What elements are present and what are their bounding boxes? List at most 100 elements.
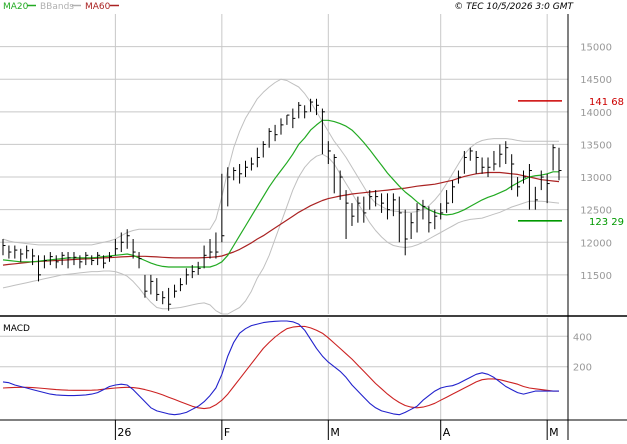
x-tick-label: M (330, 426, 340, 439)
ma60-line (2, 171, 560, 266)
price-tick-label: 15000 (580, 43, 612, 54)
price-bar (73, 252, 77, 266)
legend-ma20: MA20 (3, 2, 29, 12)
x-tick-label: 26 (117, 426, 131, 439)
legend-ma60: MA60 (85, 2, 111, 12)
price-bar (179, 278, 183, 292)
price-bar (132, 239, 136, 259)
macd-grid: 200 400 (0, 318, 592, 420)
price-bar (375, 190, 379, 207)
price-bar (49, 252, 53, 266)
price-bar (298, 102, 302, 119)
price-panel: 141 68 123 29 (2, 78, 624, 315)
price-tick-label: 12000 (580, 238, 612, 249)
support-level-label: 123 29 (589, 217, 624, 228)
price-bar (493, 150, 497, 171)
price-bar (386, 193, 390, 220)
price-bar (422, 199, 426, 220)
price-tick-label: 13000 (580, 173, 612, 184)
price-bar (14, 245, 18, 259)
macd-tick-label: 200 (573, 363, 592, 374)
price-bar (511, 154, 515, 191)
price-bar (215, 232, 219, 259)
price-bar (321, 108, 325, 155)
price-bar (114, 239, 118, 256)
price-bar (185, 268, 189, 285)
price-tick-label: 14000 (580, 108, 612, 119)
macd-signal-line (2, 325, 559, 410)
price-bar (79, 255, 83, 269)
price-bar (274, 124, 278, 142)
price-bar (469, 147, 473, 161)
price-bar (381, 193, 385, 213)
price-bar (85, 252, 89, 266)
price-bar (452, 180, 456, 204)
price-bar (43, 255, 47, 269)
price-bar (156, 278, 160, 301)
price-bar (339, 170, 343, 200)
price-bar (552, 144, 556, 171)
price-bar (534, 186, 538, 210)
price-bar (239, 164, 243, 184)
price-bar (203, 245, 207, 269)
price-bar (416, 203, 420, 233)
price-bar (144, 274, 148, 298)
bband-upper-line (2, 78, 559, 246)
price-bar (446, 190, 450, 213)
price-bar (410, 212, 414, 239)
price-bar (304, 105, 308, 119)
price-bar (268, 128, 272, 148)
price-bar (168, 287, 172, 311)
price-bar (528, 164, 532, 210)
price-bar (499, 144, 503, 168)
price-bar (2, 239, 6, 256)
price-bar (540, 170, 544, 191)
price-bar (55, 255, 59, 269)
price-bar (20, 248, 24, 262)
price-tick-label: 11500 (580, 271, 612, 282)
price-bar (150, 274, 154, 295)
price-bar (404, 209, 408, 256)
price-bar (227, 167, 231, 207)
price-bar (262, 141, 266, 158)
bband-lower-line (2, 153, 560, 315)
macd-panel: MACD (2, 320, 559, 416)
price-bar (434, 209, 438, 230)
price-bar (428, 206, 432, 233)
x-tick-label: A (443, 426, 451, 439)
price-bar (463, 150, 467, 174)
price-bar (315, 98, 319, 116)
price-bar (363, 196, 367, 223)
macd-line (2, 320, 559, 416)
price-tick-label: 14500 (580, 75, 612, 86)
price-bar (369, 190, 373, 210)
price-tick-label: 12500 (580, 206, 612, 217)
price-bar (8, 245, 12, 259)
price-bar (292, 108, 296, 129)
price-bar (162, 291, 166, 305)
price-tick-label: 13500 (580, 140, 612, 151)
price-bar (120, 232, 124, 253)
resistance-level-label: 141 68 (589, 97, 624, 108)
price-bar (233, 167, 237, 181)
macd-title: MACD (3, 324, 30, 334)
price-bar (221, 173, 225, 243)
price-bar (351, 203, 355, 226)
price-bar (61, 252, 65, 266)
price-bar (191, 265, 195, 279)
chart-frame (0, 14, 627, 440)
price-bar (32, 248, 36, 266)
copyright-timestamp: © TEC 10/5/2026 3:0 GMT (454, 2, 574, 12)
price-bar (103, 255, 107, 269)
price-bar (558, 147, 562, 181)
chart-header: MA20 BBands MA60 © TEC 10/5/2026 3:0 GMT (3, 2, 575, 12)
price-bar (457, 170, 461, 184)
price-bar (126, 229, 130, 249)
price-bar (345, 190, 349, 239)
price-bar (91, 255, 95, 266)
price-bar (138, 252, 142, 269)
macd-tick-label: 400 (573, 332, 592, 343)
price-bar (398, 196, 402, 243)
price-bar (546, 173, 550, 204)
